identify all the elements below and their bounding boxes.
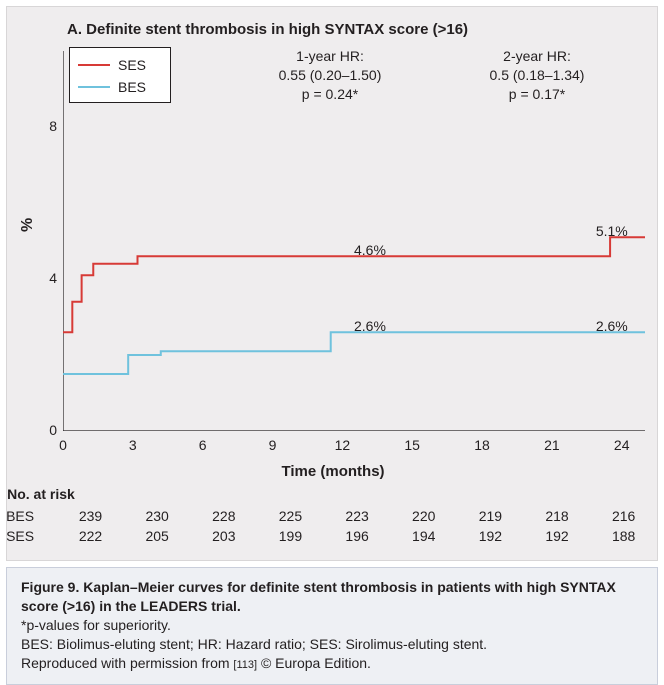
risk-table: No. at risk BES2392302282252232202192182… xyxy=(6,485,657,546)
series-label: 2.6% xyxy=(354,318,386,334)
risk-cell: 228 xyxy=(190,506,257,526)
risk-cell: 220 xyxy=(390,506,457,526)
risk-cell: 203 xyxy=(190,526,257,546)
x-tick: 12 xyxy=(327,437,357,453)
risk-cell: 219 xyxy=(457,506,524,526)
series-label: 2.6% xyxy=(596,318,628,334)
km-plot xyxy=(63,51,645,431)
caption-abbrev: BES: Biolimus-eluting stent; HR: Hazard … xyxy=(21,635,643,654)
risk-cell: 223 xyxy=(324,506,391,526)
x-tick: 6 xyxy=(188,437,218,453)
caption-credit: Reproduced with permission from [113] © … xyxy=(21,654,643,673)
y-axis-label: % xyxy=(19,218,37,232)
x-tick: 3 xyxy=(118,437,148,453)
risk-cell: 222 xyxy=(57,526,124,546)
risk-cell: 194 xyxy=(390,526,457,546)
risk-cell: 216 xyxy=(590,506,657,526)
risk-cell: 192 xyxy=(457,526,524,546)
panel-title: A. Definite stent thrombosis in high SYN… xyxy=(67,21,468,38)
risk-cell: 188 xyxy=(590,526,657,546)
x-axis-label: Time (months) xyxy=(7,463,659,480)
series-label: 4.6% xyxy=(354,242,386,258)
caption-note: *p-values for superiority. xyxy=(21,616,643,635)
risk-cell: 218 xyxy=(524,506,591,526)
x-tick: 0 xyxy=(48,437,78,453)
risk-cell: 230 xyxy=(124,506,191,526)
series-label: 5.1% xyxy=(596,223,628,239)
risk-cell: 239 xyxy=(57,506,124,526)
chart-panel: A. Definite stent thrombosis in high SYN… xyxy=(6,6,658,561)
y-tick: 8 xyxy=(17,118,57,134)
risk-cell: 192 xyxy=(524,526,591,546)
caption-title: Figure 9. Kaplan–Meier curves for defini… xyxy=(21,578,643,616)
x-tick: 21 xyxy=(537,437,567,453)
y-tick: 0 xyxy=(17,422,57,438)
figure-caption: Figure 9. Kaplan–Meier curves for defini… xyxy=(6,567,658,685)
x-tick: 18 xyxy=(467,437,497,453)
y-tick: 4 xyxy=(17,270,57,286)
risk-cell: 196 xyxy=(324,526,391,546)
x-tick: 9 xyxy=(258,437,288,453)
risk-row-label: SES xyxy=(6,526,57,546)
risk-row-label: BES xyxy=(6,506,57,526)
risk-cell: 225 xyxy=(257,506,324,526)
risk-cell: 205 xyxy=(124,526,191,546)
risk-cell: 199 xyxy=(257,526,324,546)
x-tick: 24 xyxy=(607,437,637,453)
x-tick: 15 xyxy=(397,437,427,453)
risk-table-title: No. at risk xyxy=(6,485,657,506)
